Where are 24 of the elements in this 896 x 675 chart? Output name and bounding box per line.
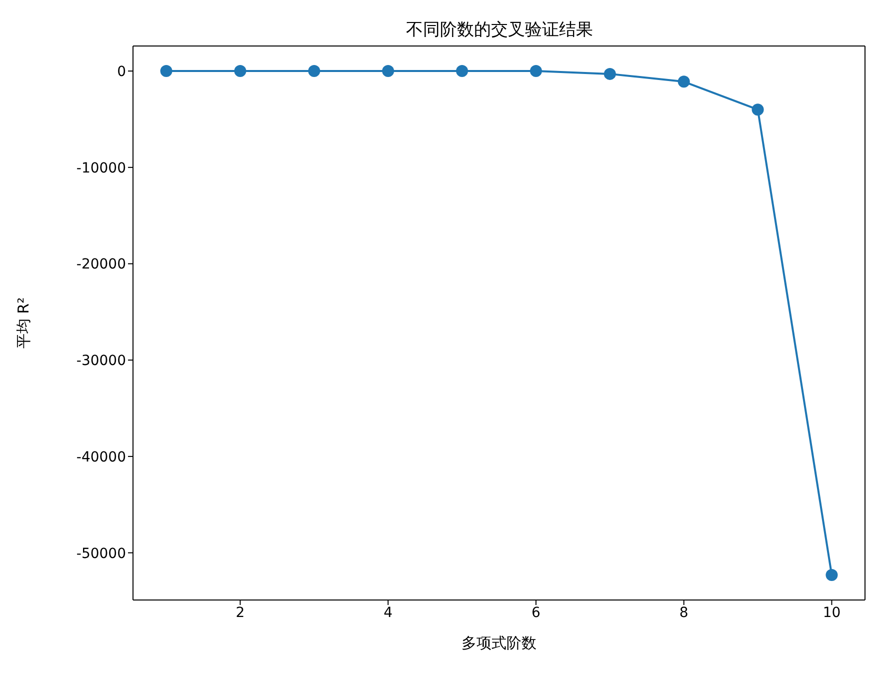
x-tick-label: 10	[822, 604, 841, 621]
y-tick-label: -50000	[76, 546, 126, 562]
point	[826, 568, 838, 581]
x-axis-title: 多项式阶数	[462, 634, 536, 652]
y-tick-label: -20000	[76, 256, 126, 273]
y-tick-label: -10000	[76, 160, 126, 176]
x-tick-label: 8	[679, 604, 688, 621]
x-tick-label: 2	[236, 604, 245, 621]
point	[752, 104, 764, 116]
point	[678, 76, 690, 88]
x-tick-label: 4	[384, 604, 393, 621]
point	[308, 65, 320, 78]
chart-title: 不同阶数的交叉验证结果	[405, 19, 594, 41]
y-tick-label: 0	[117, 64, 126, 80]
point	[530, 65, 542, 78]
point	[382, 65, 394, 78]
point	[234, 65, 246, 78]
x-tick-label: 6	[532, 604, 541, 621]
y-axis-title: 平均 R²	[14, 297, 32, 349]
y-tick-label: -30000	[76, 353, 126, 370]
point	[456, 65, 468, 78]
point	[604, 68, 616, 80]
point	[160, 65, 172, 78]
y-tick-label: -40000	[76, 449, 126, 466]
